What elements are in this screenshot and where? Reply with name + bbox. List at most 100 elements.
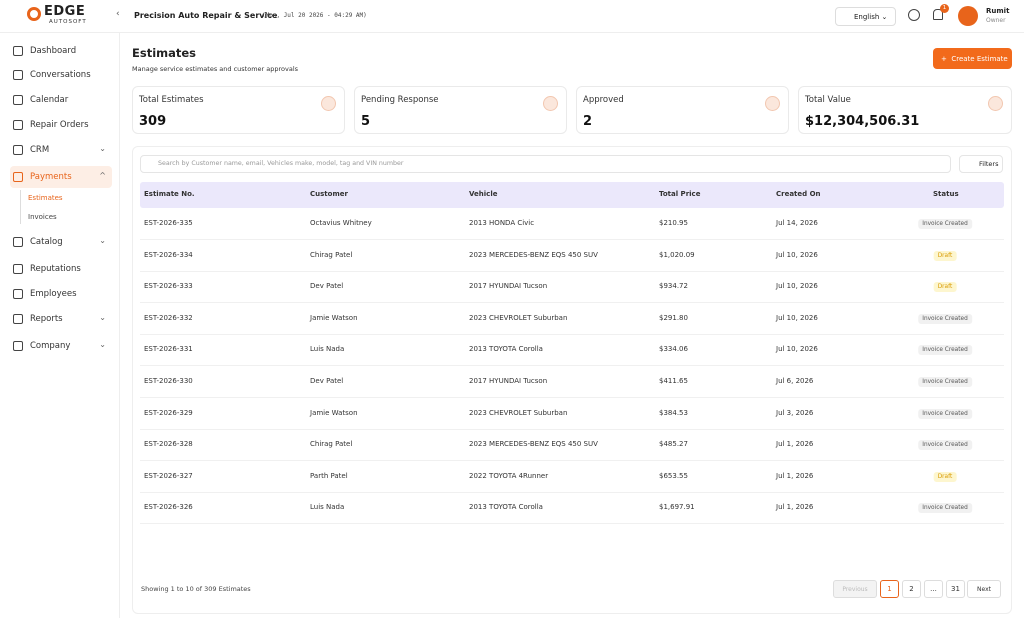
subnav-line xyxy=(20,190,21,224)
table-cell: Jamie Watson xyxy=(310,408,358,417)
table-cell: 2023 MERCEDES-BENZ EQS 450 SUV xyxy=(469,250,598,259)
nav-icon xyxy=(13,264,23,274)
create-estimate-button[interactable]: + Create Estimate xyxy=(933,48,1012,69)
language-select[interactable]: English ⌄ xyxy=(835,7,896,26)
nav-item[interactable]: Company ⌄ xyxy=(10,335,112,357)
status-badge: Invoice Created xyxy=(918,219,972,229)
nav-icon xyxy=(13,95,23,105)
page-title: Estimates xyxy=(132,46,197,60)
collapse-button[interactable]: ‹ xyxy=(116,9,120,19)
notifications-button[interactable] xyxy=(933,9,943,20)
table-cell: EST-2026-330 xyxy=(144,377,193,385)
table-cell: Dev Patel xyxy=(310,377,344,385)
filters-button[interactable]: Filters xyxy=(959,155,1003,173)
stat-label: Total Estimates xyxy=(139,95,204,105)
column-header: Customer xyxy=(310,190,348,198)
table-cell: $210.95 xyxy=(659,219,688,227)
nav-label: Dashboard xyxy=(30,46,77,56)
status-badge: Draft xyxy=(933,282,957,293)
table-cell: $653.55 xyxy=(659,471,688,480)
filters-label: Filters xyxy=(979,160,999,168)
table-cell: EST-2026-326 xyxy=(144,503,193,512)
table-cell: $1,697.91 xyxy=(659,503,695,512)
page-button[interactable]: Next xyxy=(967,580,1001,598)
table-cell: Jul 1, 2026 xyxy=(776,471,814,480)
nav-subitem[interactable]: Invoices xyxy=(28,213,57,221)
table-cell: 2017 HYUNDAI Tucson xyxy=(469,377,548,385)
column-header: Status xyxy=(933,190,959,198)
page-button[interactable]: 31 xyxy=(946,580,965,598)
stat-card: Total Estimates 309 xyxy=(132,86,345,134)
nav-item[interactable]: Reports ⌄ xyxy=(10,308,112,330)
status-badge: Invoice Created xyxy=(918,345,972,356)
add-button[interactable] xyxy=(908,9,920,21)
column-header: Vehicle xyxy=(469,190,498,198)
row-divider xyxy=(140,365,1004,367)
nav-label: Repair Orders xyxy=(30,120,89,130)
row-divider xyxy=(140,333,1004,335)
table-cell: Chirag Patel xyxy=(310,440,353,449)
page-subtitle: Manage service estimates and customer ap… xyxy=(132,65,299,73)
sidebar: Dashboard Conversations Calendar Repair Ord… xyxy=(0,33,120,618)
create-estimate-label: Create Estimate xyxy=(951,55,1008,63)
nav-item[interactable]: Conversations xyxy=(10,64,112,86)
table-cell: Jul 1, 2026 xyxy=(776,503,814,512)
nav-item[interactable]: Calendar xyxy=(10,89,112,111)
nav-label: CRM xyxy=(30,145,50,155)
table-cell: 2013 HONDA Civic xyxy=(469,219,535,227)
row-divider xyxy=(140,460,1004,462)
table-cell: $934.72 xyxy=(659,282,688,291)
table-cell: Jul 1, 2026 xyxy=(776,440,814,449)
column-header: Estimate No. xyxy=(144,190,195,198)
page-button[interactable]: 2 xyxy=(902,580,921,598)
datetime: (Mon, Jul 20 2026 - 04:29 AM) xyxy=(262,12,367,19)
nav-label: Calendar xyxy=(30,95,69,105)
table-cell: Parth Patel xyxy=(310,471,348,480)
stat-icon xyxy=(765,96,780,111)
nav-label: Reputations xyxy=(30,264,81,274)
table-cell: EST-2026-335 xyxy=(144,219,193,227)
nav-icon xyxy=(13,46,23,56)
page-button[interactable]: 1 xyxy=(880,580,899,598)
table-cell: Jul 10, 2026 xyxy=(776,313,818,322)
nav-item[interactable]: Dashboard xyxy=(10,40,112,62)
status-badge: Invoice Created xyxy=(918,408,972,419)
status-badge: Invoice Created xyxy=(918,313,972,324)
table-cell: EST-2026-334 xyxy=(144,250,193,259)
nav-item[interactable]: Repair Orders xyxy=(10,114,112,136)
row-divider xyxy=(140,302,1004,304)
search-input[interactable]: Search by Customer name, email, Vehicles… xyxy=(140,155,951,173)
row-divider xyxy=(140,270,1004,272)
nav-item[interactable]: CRM ⌄ xyxy=(10,139,112,161)
table-cell: Jamie Watson xyxy=(310,313,358,322)
table-cell: Jul 6, 2026 xyxy=(776,377,814,385)
status-badge: Draft xyxy=(933,250,957,261)
table-cell: Jul 14, 2026 xyxy=(776,219,818,227)
nav-item[interactable]: Reputations xyxy=(10,258,112,280)
row-divider xyxy=(140,491,1004,493)
nav-label: Company xyxy=(30,341,71,351)
nav-chevron: ⌄ xyxy=(99,144,106,153)
nav-subitem[interactable]: Estimates xyxy=(28,194,63,202)
table-cell: 2023 CHEVROLET Suburban xyxy=(469,313,568,322)
nav-item[interactable]: Employees xyxy=(10,283,112,305)
stat-value: 309 xyxy=(139,114,167,129)
nav-chevron: ⌄ xyxy=(99,236,106,245)
avatar[interactable] xyxy=(958,6,978,26)
table-cell: $384.53 xyxy=(659,408,688,417)
nav-item[interactable]: Payments ^ xyxy=(10,166,112,188)
brand-name: EDGE xyxy=(44,4,86,19)
table-cell: $1,020.09 xyxy=(659,250,695,259)
table-cell: EST-2026-331 xyxy=(144,345,193,354)
top-bar: EDGE AUTOSOFT ‹ Precision Auto Repair & … xyxy=(0,0,1024,33)
nav-chevron: ⌄ xyxy=(99,340,106,349)
notification-badge: 1 xyxy=(940,4,949,13)
page-button[interactable]: ... xyxy=(924,580,943,598)
nav-item[interactable]: Catalog ⌄ xyxy=(10,231,112,253)
nav-icon xyxy=(13,237,23,247)
nav-icon xyxy=(13,70,23,80)
table-cell: $291.80 xyxy=(659,313,688,322)
table-cell: Dev Patel xyxy=(310,282,344,291)
user-role: Owner xyxy=(986,17,1006,24)
